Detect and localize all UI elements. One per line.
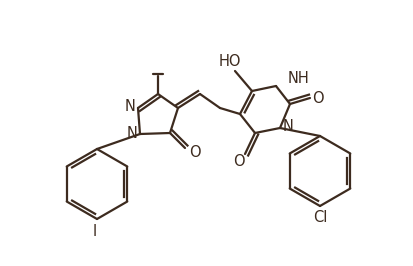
Text: I: I: [93, 223, 97, 239]
Text: N: N: [124, 98, 135, 114]
Text: N: N: [126, 126, 137, 140]
Text: N: N: [282, 118, 293, 134]
Text: Cl: Cl: [312, 210, 326, 226]
Text: HO: HO: [218, 53, 241, 69]
Text: O: O: [311, 90, 323, 106]
Text: NH: NH: [287, 70, 309, 85]
Text: O: O: [189, 144, 200, 160]
Text: O: O: [233, 155, 244, 169]
